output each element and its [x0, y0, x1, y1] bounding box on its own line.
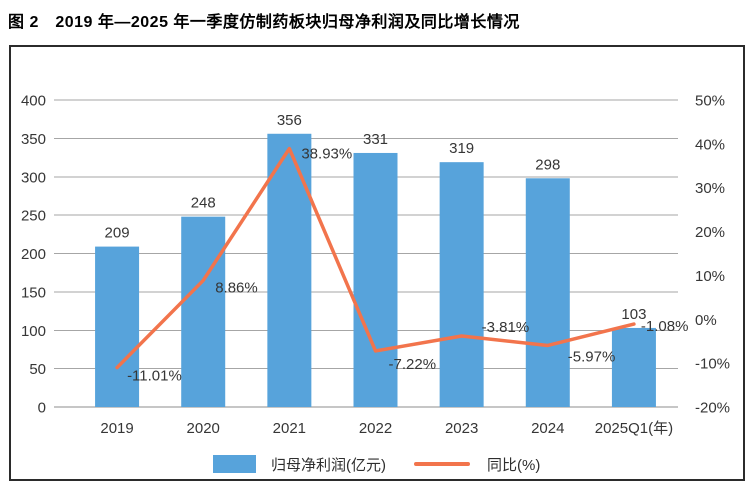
legend-line-swatch [414, 462, 470, 466]
bar [353, 152, 398, 407]
left-axis-tick: 250 [21, 208, 46, 225]
legend-bar-label: 归母净利润(亿元) [271, 456, 386, 474]
bar-value-label: 248 [191, 195, 216, 212]
left-axis-tick: 200 [21, 246, 46, 263]
legend-bar-swatch [213, 455, 256, 473]
x-axis-label: 2021 [273, 420, 306, 437]
bar [525, 178, 570, 407]
chart-legend: 归母净利润(亿元) 同比(%) [213, 453, 540, 475]
bar-value-label: 331 [363, 131, 388, 148]
x-axis-label: 2023 [445, 420, 478, 437]
line-point-label: -1.08% [641, 318, 689, 335]
bar-value-label: 298 [535, 156, 560, 173]
left-axis-tick: 300 [21, 169, 46, 186]
right-axis-tick: -10% [695, 356, 730, 373]
left-axis-tick: 350 [21, 131, 46, 148]
legend-line-label: 同比(%) [487, 456, 541, 474]
right-axis-tick: 40% [695, 136, 725, 153]
line-point-label: -11.01% [127, 368, 182, 385]
bar-value-label: 209 [105, 225, 130, 242]
line-point-label: -3.81% [482, 319, 530, 336]
left-axis-tick: 0 [38, 400, 46, 417]
line-point-label: 38.93% [301, 146, 352, 163]
x-axis-label: 2020 [187, 420, 220, 437]
chart-container: 0 50 100 150 200 250 300 350 400 -20% -10% 0% 10% 20%… [9, 45, 745, 481]
left-axis-tick: 50 [29, 361, 46, 378]
profit-growth-chart: 0 50 100 150 200 250 300 350 400 -20% -10% 0% 10% 20%… [21, 93, 730, 438]
bar [95, 246, 140, 407]
left-axis-tick: 400 [21, 93, 46, 110]
right-axis-tick: 20% [695, 224, 725, 241]
right-axis-tick: 30% [695, 180, 725, 197]
right-axis-tick: 0% [695, 312, 717, 329]
line-point-label: -7.22% [389, 356, 437, 373]
bar-value-label: 356 [277, 112, 302, 129]
right-axis-tick: -20% [695, 400, 730, 417]
page-title: 图 2 2019 年—2025 年一季度仿制药板块归母净利润及同比增长情况 [8, 14, 520, 31]
bar [611, 327, 656, 407]
right-axis-tick: 10% [695, 268, 725, 285]
x-axis-label: 2019 [100, 420, 133, 437]
bar-value-label: 103 [621, 306, 646, 323]
bar [439, 162, 484, 407]
x-axis-label: 2025Q1(年) [595, 420, 673, 437]
x-axis-label: 2022 [359, 420, 392, 437]
left-axis-tick: 150 [21, 284, 46, 301]
x-axis-label: 2024 [531, 420, 564, 437]
right-axis-tick: 50% [695, 93, 725, 110]
line-point-label: -5.97% [568, 348, 616, 365]
bar [181, 216, 226, 407]
trend-line [115, 146, 636, 370]
line-point-label: 8.86% [215, 279, 258, 296]
bar-value-label: 319 [449, 140, 474, 157]
left-axis-tick: 100 [21, 323, 46, 340]
